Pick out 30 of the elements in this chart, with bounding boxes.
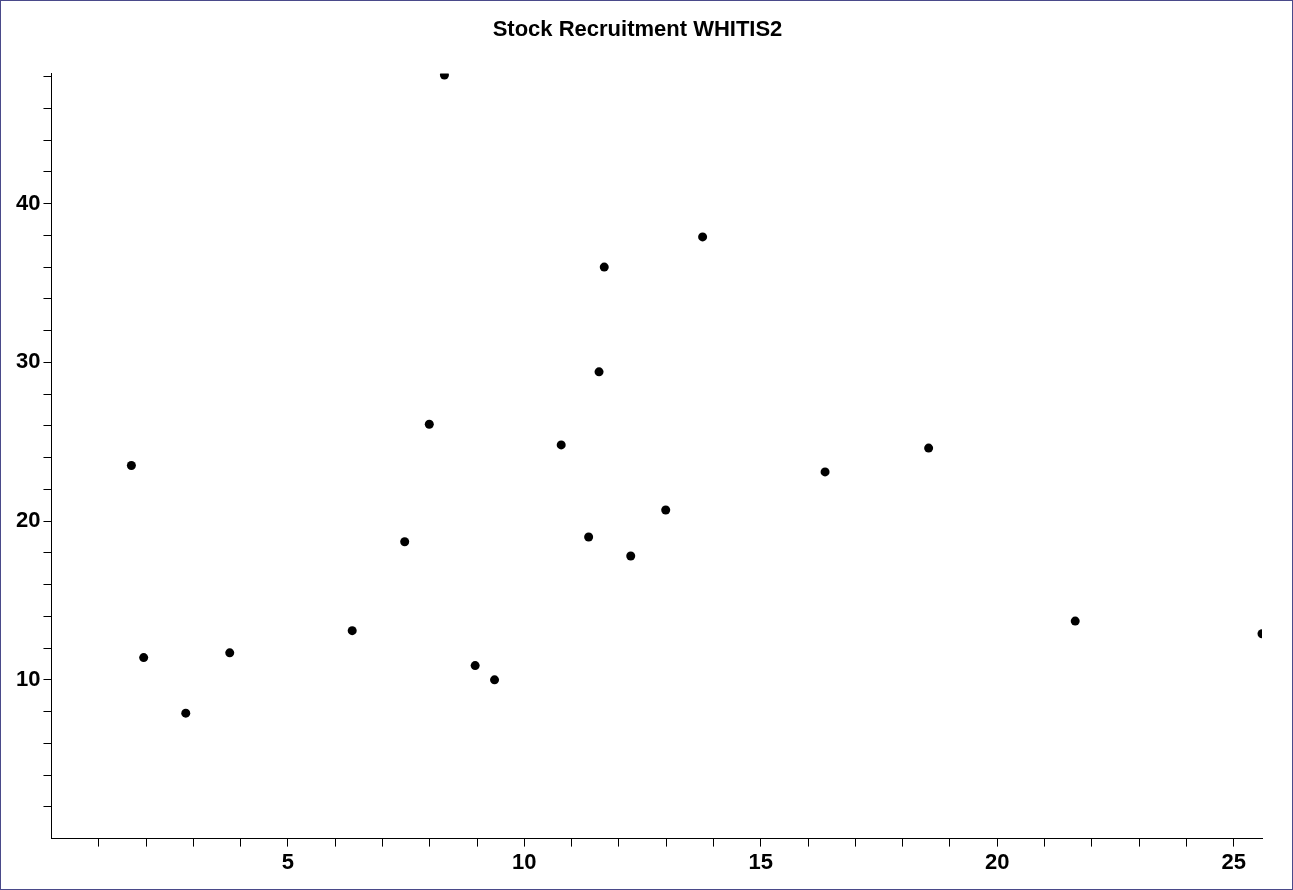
point <box>820 467 830 477</box>
point <box>181 708 191 718</box>
point <box>626 551 636 561</box>
point <box>924 443 934 453</box>
point <box>698 232 708 242</box>
point <box>400 537 410 547</box>
point <box>661 505 671 515</box>
y-tick-label: 40 <box>15 189 41 215</box>
point <box>599 262 609 272</box>
y-tick-label: 20 <box>15 507 41 533</box>
y-tick-label: 30 <box>15 348 41 374</box>
point <box>556 440 566 450</box>
chart-title: Stock Recruitment WHITIS2 <box>492 16 783 42</box>
x-tick-label: 25 <box>1221 848 1246 874</box>
point <box>225 648 235 658</box>
point <box>1070 616 1080 626</box>
point <box>439 73 449 80</box>
point <box>424 419 434 429</box>
point <box>126 461 136 471</box>
x-tick-label: 15 <box>748 848 774 874</box>
point <box>470 661 480 671</box>
x-tick-label: 5 <box>281 848 295 874</box>
point <box>347 626 357 636</box>
point <box>584 532 594 542</box>
x-tick-label: 10 <box>512 848 537 874</box>
x-tick-label: 20 <box>984 848 1010 874</box>
point <box>139 653 149 663</box>
y-tick-label: 10 <box>15 665 41 691</box>
point <box>594 367 604 377</box>
point <box>490 675 500 685</box>
